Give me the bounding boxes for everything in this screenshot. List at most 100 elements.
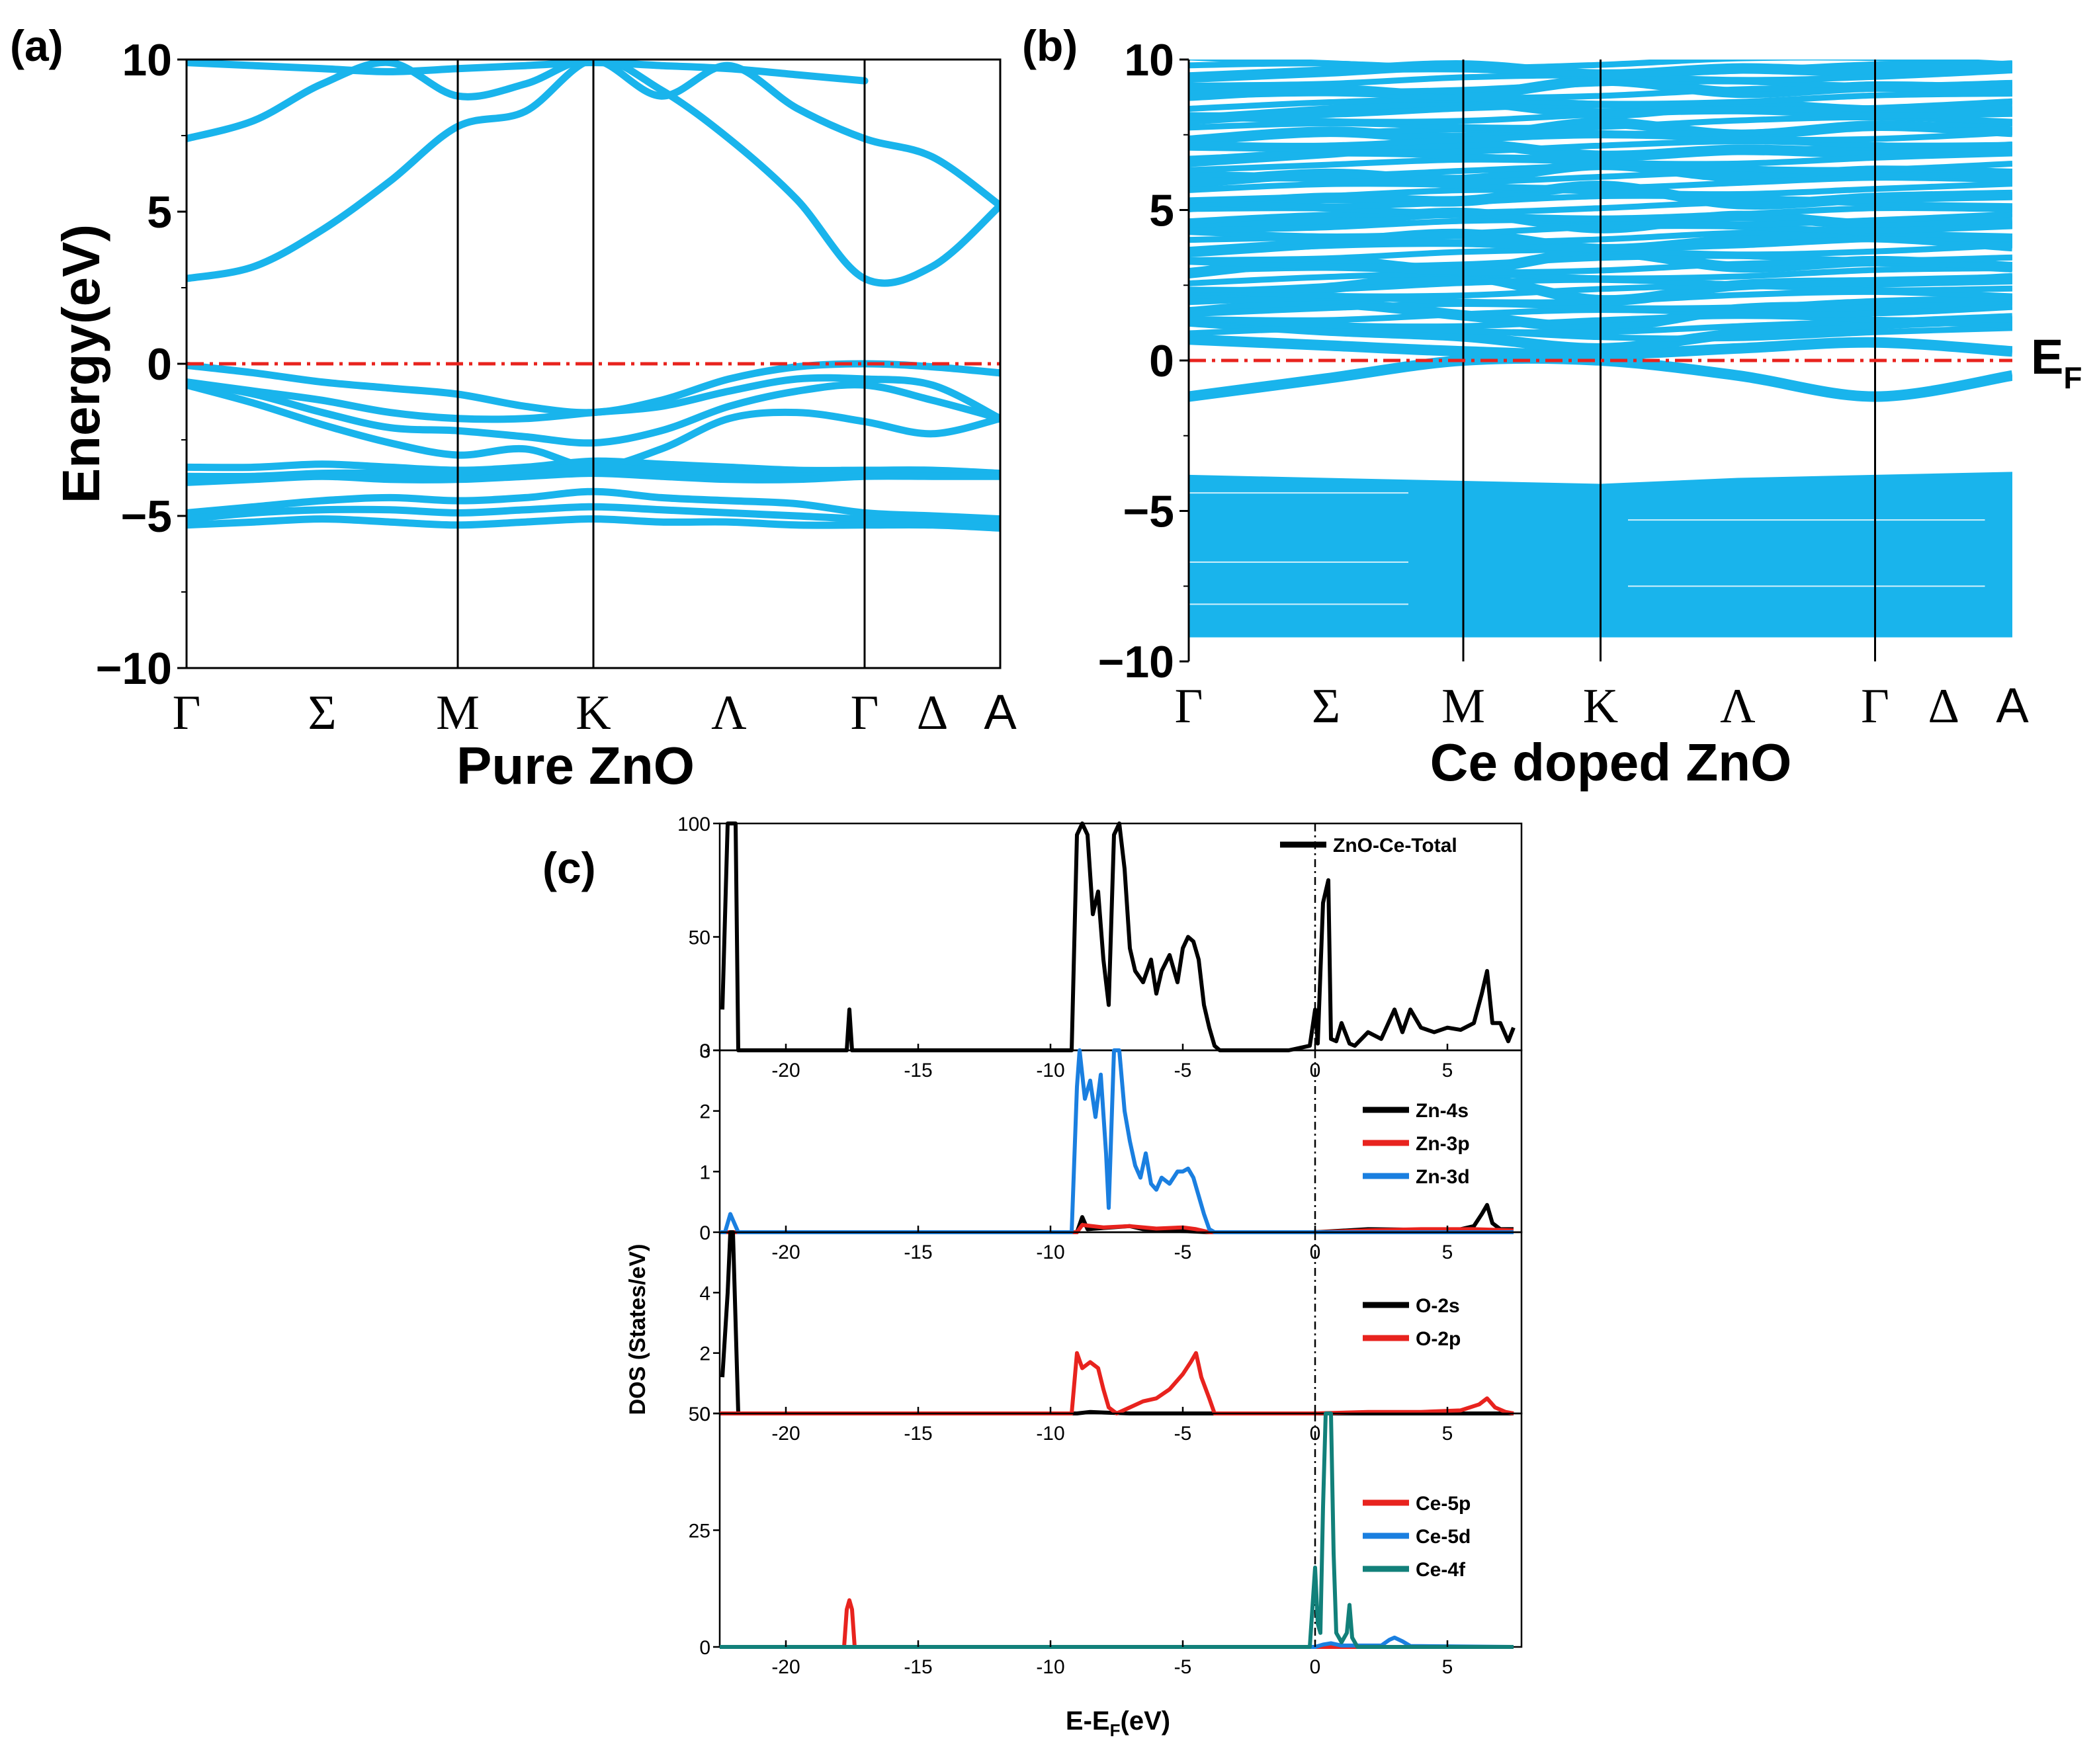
dos-x-tick-label: 5 — [1442, 1241, 1453, 1263]
dos-series-zn-3p — [720, 1223, 1514, 1234]
dos-series-ce-4f — [720, 1411, 1514, 1649]
dos-x-tick-label: -5 — [1174, 1656, 1192, 1678]
dos-subplot-frame — [718, 1412, 1523, 1648]
dos-subplot-frame — [718, 1231, 1523, 1415]
dos-subplot-Zn: 3 2 1 0 -20 -15 -10 -5 0 5 Zn-4s Zn-3p Zn-3d — [699, 1040, 1523, 1263]
dos-x-tick-label: -15 — [904, 1656, 932, 1678]
dos-y-tick-label: 25 — [689, 1521, 710, 1542]
k-point-label-2: Σ — [308, 686, 336, 740]
k-point-label-5: Λ — [711, 686, 747, 740]
dos-legend-label-zno-ce-total: ZnO-Ce-Total — [1333, 835, 1457, 857]
dos-x-tick-label: -10 — [1036, 1423, 1064, 1445]
dos-y-tick-label: 0 — [699, 1222, 710, 1244]
dos-series-o-2p — [720, 1351, 1514, 1415]
dos-legend-label-zn-3d: Zn-3d — [1416, 1166, 1470, 1188]
y-tick-label-3: 0 — [147, 339, 172, 390]
dos-x-tick-label: -10 — [1036, 1060, 1064, 1081]
dos-x-tick-label: 5 — [1442, 1656, 1453, 1678]
dos-series-o-2s — [720, 1230, 1514, 1415]
dos-legend-label-ce-4f: Ce-4f — [1416, 1559, 1466, 1581]
y-tick-label-4: −10 — [96, 644, 172, 694]
dos-legend-label-o-2p: O-2p — [1416, 1328, 1461, 1350]
dos-x-tick-label: -20 — [771, 1241, 800, 1263]
dos-subplot-frame — [718, 822, 1523, 1052]
dos-subplots: 100500-20-15-10-505ZnO-Ce-Total3210-20-1… — [677, 814, 1523, 1678]
k-point-label-1: Γ — [173, 686, 201, 740]
dos-y-tick-label: 100 — [677, 814, 710, 835]
dos-x-axis-label: E-EF(eV) — [1066, 1706, 1170, 1740]
density-of-states: (c) 100500-20-15-10-505ZnO-Ce-Total3210-… — [542, 814, 1523, 1740]
k-point-label-4: K — [576, 686, 611, 740]
dos-legend-label-zn-4s: Zn-4s — [1416, 1100, 1469, 1122]
dos-legend-label-ce-5p: Ce-5p — [1416, 1493, 1471, 1515]
k-point-label-7: Δ — [917, 686, 949, 740]
panel-c-label: (c) — [542, 843, 596, 892]
dos-legend-label-o-2s: O-2s — [1416, 1295, 1460, 1317]
k-point-label-5: Λ — [1720, 679, 1756, 734]
dos-legend-label-ce-5d: Ce-5d — [1416, 1526, 1471, 1548]
dos-x-tick-label: -15 — [904, 1060, 932, 1081]
dos-y-tick-label: 0 — [699, 1404, 710, 1425]
y-tick-label-4: −5 — [1123, 487, 1174, 537]
k-point-label-6: Γ — [1861, 679, 1889, 734]
pure-zno-y-axis-label: Energy(eV) — [52, 224, 110, 503]
ce-doped-zno-x-axis-label: Ce doped ZnO — [1430, 733, 1792, 792]
dos-x-tick-label: -20 — [771, 1060, 800, 1081]
k-point-label-1: Γ — [1175, 679, 1203, 734]
y-tick-label-2: 5 — [147, 187, 172, 237]
y-tick-label-3: 0 — [1149, 336, 1174, 386]
dos-y-tick-label: 1 — [699, 1161, 710, 1183]
dos-x-tick-label: -10 — [1036, 1656, 1064, 1678]
fermi-level-label: EF — [2031, 329, 2082, 395]
panel-a-label: (a) — [10, 21, 64, 70]
band-3 — [187, 60, 869, 85]
y-tick-label-5: −10 — [1098, 637, 1174, 687]
ce-doped-zno-y-ticks: 10 5 0 −5 −10 — [1098, 35, 1189, 687]
dos-x-tick-label: -15 — [904, 1423, 932, 1445]
dos-x-tick-label: 0 — [1310, 1656, 1321, 1678]
y-tick-label-1: 10 — [122, 35, 172, 85]
pure-zno-x-axis-label: Pure ZnO — [456, 736, 695, 795]
y-tick-label-2: 5 — [1149, 186, 1174, 236]
k-point-label-2: Σ — [1312, 679, 1340, 734]
dos-y-tick-label: 0 — [699, 1040, 710, 1062]
dos-x-tick-label: -10 — [1036, 1241, 1064, 1263]
dos-series-ce-5p — [720, 1598, 1514, 1649]
dos-x-tick-label: -15 — [904, 1241, 932, 1263]
dos-x-tick-label: -5 — [1174, 1241, 1192, 1263]
dos-y-tick-label: 50 — [689, 927, 710, 949]
dos-y-axis-label: DOS (States/eV) — [625, 1244, 650, 1415]
k-point-label-4: K — [1583, 679, 1618, 734]
k-point-label-7: Δ — [1928, 679, 1959, 734]
dos-series-zn-3d — [720, 1048, 1514, 1234]
dos-y-tick-label: 2 — [699, 1343, 710, 1365]
k-point-label-6: Γ — [851, 686, 879, 740]
dos-series-zno-ce-total — [720, 821, 1516, 1052]
k-point-label-3: M — [436, 686, 480, 740]
dos-x-tick-label: 5 — [1442, 1423, 1453, 1445]
k-point-label-8: A — [1996, 678, 2029, 733]
y-tick-label-minus5: −5 — [120, 491, 172, 542]
dos-y-tick-label: 3 — [699, 1040, 710, 1062]
dos-x-tick-label: 5 — [1442, 1060, 1453, 1081]
pure-zno-y-ticks: 10 5 0 −10 −5 — [96, 35, 187, 694]
dos-y-tick-label: 2 — [699, 1101, 710, 1123]
dos-y-tick-label: 0 — [699, 1637, 710, 1659]
k-point-label-8: A — [984, 685, 1017, 739]
dos-x-tick-label: -5 — [1174, 1060, 1192, 1081]
dos-x-tick-label: -20 — [771, 1656, 800, 1678]
dos-legend-label-zn-3p: Zn-3p — [1416, 1133, 1470, 1155]
k-point-label-3: M — [1441, 679, 1485, 734]
panel-b-label: (b) — [1022, 21, 1078, 70]
dos-x-tick-label: -20 — [771, 1423, 800, 1445]
y-tick-label-1: 10 — [1124, 35, 1174, 85]
dos-y-tick-label: 4 — [699, 1282, 710, 1304]
dos-y-tick-label: 50 — [689, 1404, 710, 1425]
